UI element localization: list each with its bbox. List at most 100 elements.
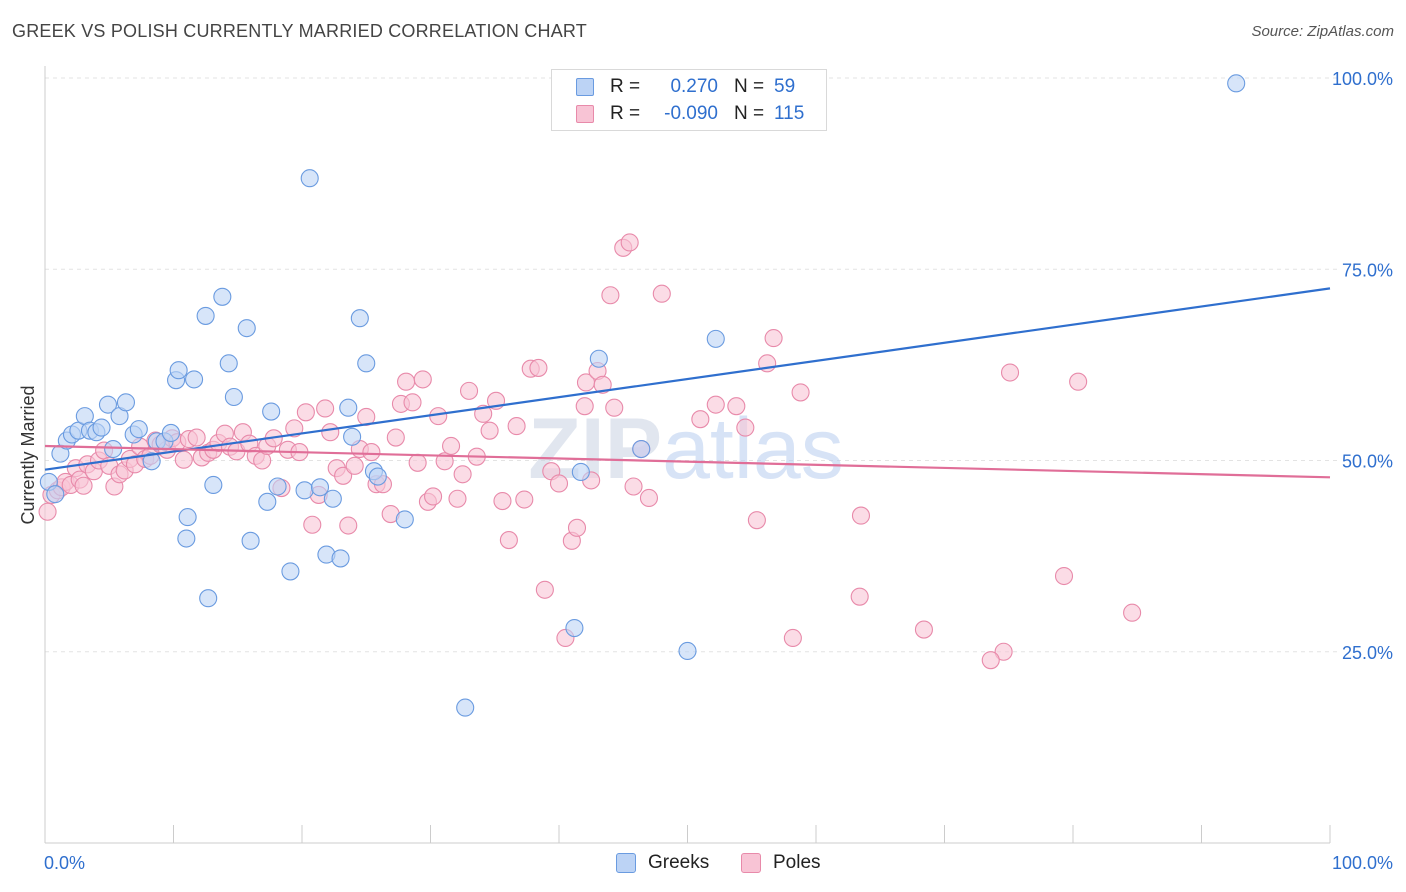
bottom-legend-label-poles: Poles (773, 852, 821, 873)
data-point-poles (851, 506, 871, 525)
data-point-greeks (98, 395, 118, 414)
data-point-greeks (262, 402, 281, 421)
trend-line-greeks (44, 287, 1331, 471)
data-point-poles (575, 397, 594, 416)
data-point-poles (339, 516, 358, 535)
data-point-poles (593, 375, 612, 394)
data-point-poles (567, 518, 587, 537)
data-point-poles (764, 329, 783, 348)
data-point-greeks (46, 485, 65, 504)
data-point-poles (620, 233, 639, 252)
data-point-poles (453, 465, 472, 484)
series-greeks (39, 68, 1246, 717)
axes (44, 66, 1331, 844)
data-point-poles (601, 286, 620, 305)
data-point-poles (362, 443, 381, 462)
legend-n-value: 115 (774, 103, 805, 124)
legend-r-label: R = (610, 76, 641, 97)
data-point-greeks (213, 287, 232, 306)
data-point-poles (296, 403, 315, 422)
data-point-poles (727, 397, 746, 416)
data-point-poles (397, 372, 416, 391)
data-point-greeks (142, 452, 161, 471)
bottom-legend-label-greeks: Greeks (648, 852, 710, 873)
data-point-greeks (395, 510, 414, 529)
legend-r-value: -0.090 (664, 103, 718, 124)
trend-line-poles (44, 444, 1331, 479)
data-point-poles (1054, 566, 1074, 586)
data-point-poles (549, 474, 569, 493)
data-point-greeks (281, 562, 300, 581)
data-point-poles (321, 423, 340, 442)
data-point-poles (448, 489, 467, 508)
legend-swatch-greeks (576, 78, 594, 96)
data-point-poles (493, 491, 512, 511)
legend-r-value: 0.270 (670, 76, 718, 97)
data-point-poles (747, 511, 766, 530)
data-point-poles (74, 476, 93, 495)
data-point-poles (474, 404, 493, 423)
data-point-greeks (350, 309, 369, 328)
data-point-poles (459, 381, 479, 400)
data-point-greeks (589, 349, 608, 368)
data-point-poles (442, 436, 461, 456)
data-point-poles (529, 358, 548, 377)
y-tick-label: 100.0% (1332, 69, 1393, 89)
data-point-poles (624, 477, 643, 496)
data-point-greeks (129, 420, 148, 439)
data-point-poles (403, 393, 422, 412)
correlation-legend: R = 0.270 N = 59 R = -0.090 N = 115 (551, 69, 827, 131)
data-point-greeks (571, 462, 590, 482)
data-point-greeks (92, 418, 111, 437)
data-point-poles (1000, 363, 1020, 382)
data-point-greeks (357, 354, 376, 373)
bottom-legend-swatch-poles (741, 853, 761, 873)
data-point-poles (783, 628, 802, 648)
data-point-poles (424, 487, 443, 506)
legend-n-label: N = (734, 103, 765, 124)
data-point-poles (981, 651, 1000, 670)
data-point-poles (507, 417, 526, 436)
data-point-greeks (565, 618, 584, 638)
data-point-greeks (268, 477, 287, 496)
data-point-poles (691, 410, 710, 429)
data-point-poles (435, 452, 454, 471)
y-axis-label: Currently Married (18, 385, 38, 524)
data-point-poles (187, 428, 206, 447)
data-point-greeks (339, 398, 358, 417)
data-point-poles (515, 490, 534, 509)
data-point-poles (38, 502, 57, 521)
data-point-greeks (310, 478, 330, 497)
data-point-poles (334, 466, 353, 485)
data-point-poles (413, 370, 432, 389)
data-point-poles (652, 284, 671, 303)
data-point-greeks (1227, 74, 1246, 93)
x-tick-label: 0.0% (44, 853, 85, 873)
data-point-greeks (199, 589, 218, 608)
data-point-greeks (116, 393, 136, 412)
legend-swatch-poles (576, 105, 594, 123)
chart-title: GREEK VS POLISH CURRENTLY MARRIED CORREL… (12, 21, 587, 41)
data-point-greeks (706, 329, 725, 348)
data-point-greeks (343, 427, 362, 446)
data-point-greeks (237, 319, 256, 338)
x-tick-label: 100.0% (1332, 853, 1393, 873)
data-point-poles (736, 418, 755, 437)
data-point-poles (535, 580, 554, 599)
watermark-atlas: atlas (662, 401, 844, 497)
data-point-poles (174, 450, 193, 469)
data-point-greeks (224, 387, 243, 407)
data-point-greeks (323, 489, 342, 508)
grid-lines (45, 77, 1340, 653)
data-point-greeks (169, 361, 188, 380)
data-point-greeks (368, 467, 387, 486)
trend-lines (44, 287, 1331, 479)
data-point-greeks (204, 475, 223, 495)
data-point-poles (914, 620, 933, 639)
data-point-greeks (258, 492, 277, 511)
data-point-greeks (219, 354, 238, 373)
data-point-poles (303, 515, 322, 534)
y-tick-label: 50.0% (1342, 452, 1393, 472)
bottom-legend-swatch-greeks (616, 853, 636, 873)
